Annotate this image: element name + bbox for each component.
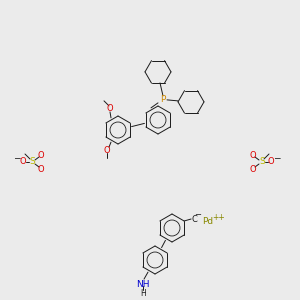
Text: O: O bbox=[38, 164, 44, 173]
Text: O: O bbox=[250, 151, 256, 160]
Text: C: C bbox=[191, 214, 197, 224]
Text: −: − bbox=[195, 211, 202, 220]
Text: S: S bbox=[259, 158, 265, 166]
Text: O: O bbox=[107, 104, 113, 113]
Text: NH: NH bbox=[136, 280, 150, 289]
Text: −: − bbox=[13, 154, 21, 163]
Text: ++: ++ bbox=[212, 212, 224, 221]
Text: O: O bbox=[104, 146, 110, 154]
Text: O: O bbox=[38, 151, 44, 160]
Text: S: S bbox=[29, 158, 35, 166]
Text: O: O bbox=[268, 158, 274, 166]
Text: O: O bbox=[20, 158, 26, 166]
Text: H: H bbox=[140, 289, 146, 298]
Text: P: P bbox=[160, 95, 166, 104]
Text: Pd: Pd bbox=[202, 217, 214, 226]
Text: −: − bbox=[273, 154, 281, 163]
Text: O: O bbox=[250, 164, 256, 173]
